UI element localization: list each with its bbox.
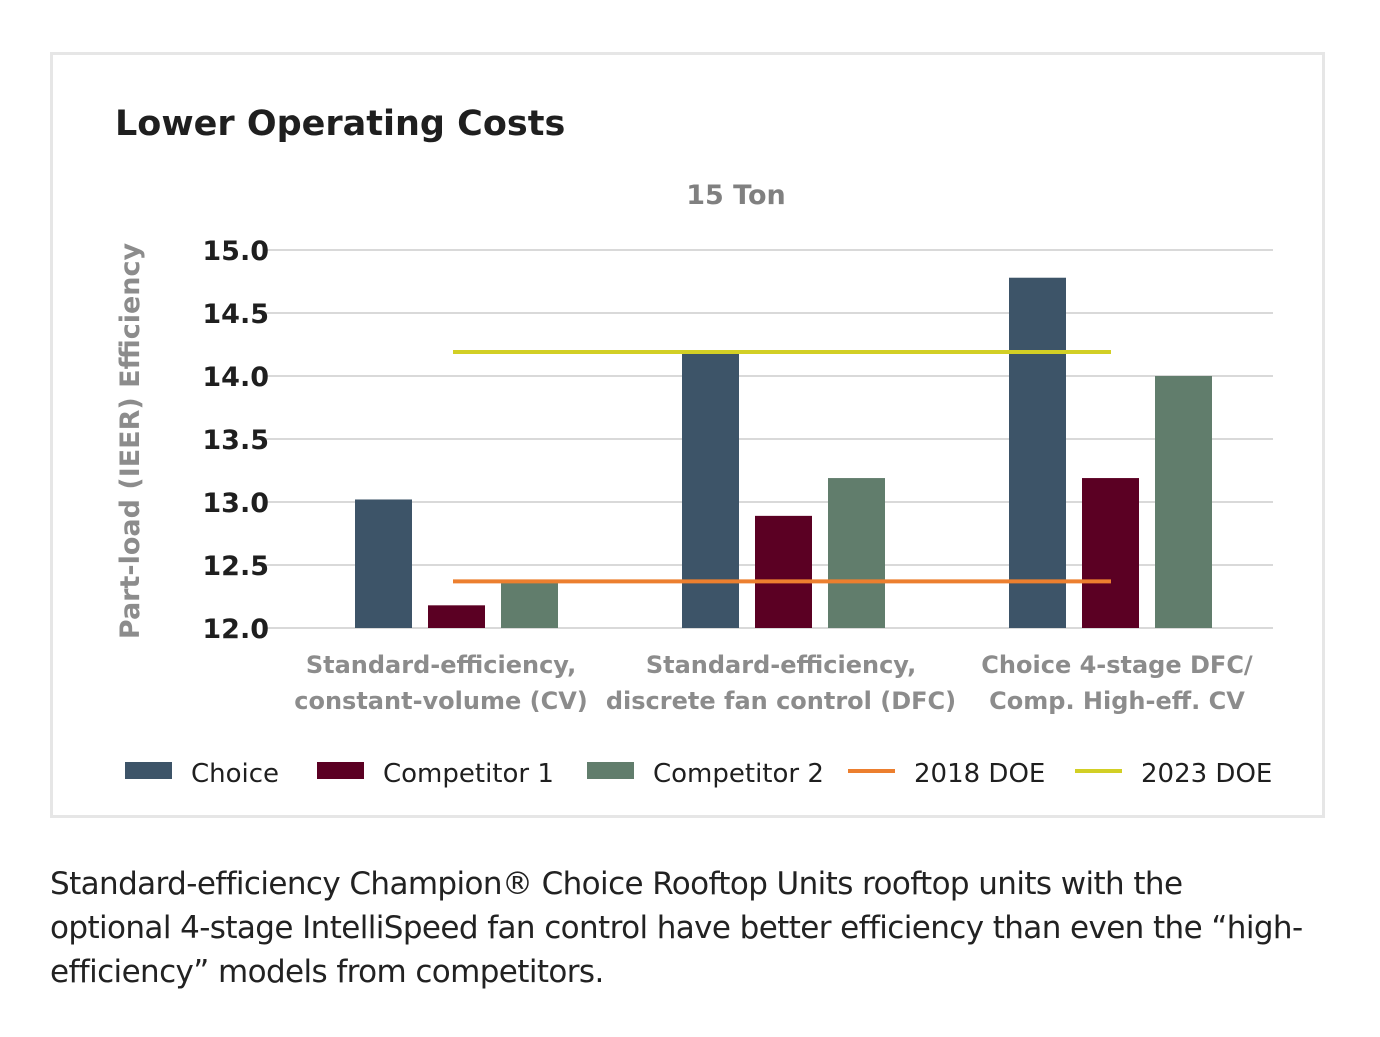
y-tick-label-13-0: 13.0	[202, 488, 269, 519]
legend-swatch-competitor-2	[587, 762, 634, 779]
y-axis-label: Part-load (IEER) Efficiency	[115, 242, 146, 639]
legend-label-choice: Choice	[191, 759, 279, 789]
bar-competitor-1-1	[428, 605, 485, 628]
legend: Choice Competitor 1 Competitor 2 2018 DOE 20…	[125, 759, 1272, 789]
y-tick-label-12-5: 12.5	[202, 551, 269, 582]
legend-label-competitor-2: Competitor 2	[653, 759, 824, 789]
chart-frame: Lower Operating Costs 15 Ton Part-load (…	[50, 52, 1325, 818]
legend-label-competitor-1: Competitor 1	[383, 759, 554, 789]
y-tick-label-12-0: 12.0	[202, 614, 269, 645]
legend-swatch-competitor-1	[317, 762, 364, 779]
y-tick-label-15-0: 15.0	[202, 236, 269, 267]
bar-choice-2	[682, 353, 739, 628]
category-label-2-line-2: discrete fan control (DFC)	[606, 687, 956, 715]
category-label-3-line-2: Comp. High-eff. CV	[989, 687, 1245, 715]
legend-swatch-choice	[125, 762, 172, 779]
bar-competitor-2-3	[1155, 376, 1212, 628]
category-label-1-line-2: constant-volume (CV)	[294, 687, 587, 715]
bar-competitor-1-2	[755, 515, 812, 628]
category-labels: Standard-efficiency, constant-volume (CV)…	[294, 651, 1253, 715]
bar-competitor-2-2	[828, 478, 885, 628]
gridlines	[263, 249, 1273, 629]
bar-choice-3	[1009, 277, 1066, 628]
category-label-3-line-1: Choice 4-stage DFC/	[981, 651, 1253, 679]
y-tick-label-14-0: 14.0	[202, 362, 269, 393]
y-tick-labels: 12.0 12.5 13.0 13.5 14.0 14.5 15.0	[202, 236, 269, 645]
bar-competitor-2-1	[501, 581, 558, 628]
chart-title: Lower Operating Costs	[115, 104, 565, 144]
reference-lines	[453, 350, 1111, 584]
y-tick-label-13-5: 13.5	[202, 425, 269, 456]
chart-subtitle: 15 Ton	[686, 180, 786, 211]
category-label-1-line-1: Standard-efficiency,	[306, 651, 576, 679]
bar-choice-1	[355, 499, 412, 628]
legend-label-2018-doe: 2018 DOE	[914, 759, 1045, 789]
legend-label-2023-doe: 2023 DOE	[1141, 759, 1272, 789]
chart: Lower Operating Costs 15 Ton Part-load (…	[115, 104, 1273, 789]
category-label-2-line-1: Standard-efficiency,	[646, 651, 916, 679]
caption: Standard-efficiency Champion® Choice Roo…	[50, 866, 1303, 990]
bars	[355, 277, 1212, 628]
bar-competitor-1-3	[1082, 478, 1139, 628]
y-tick-label-14-5: 14.5	[202, 299, 269, 330]
